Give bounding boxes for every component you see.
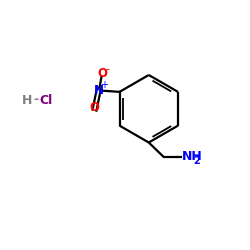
Text: +: + bbox=[100, 80, 108, 90]
Text: N: N bbox=[94, 84, 104, 97]
Text: -: - bbox=[106, 64, 110, 74]
Text: Cl: Cl bbox=[40, 94, 53, 106]
Text: O: O bbox=[90, 101, 100, 114]
Text: -: - bbox=[34, 94, 39, 106]
Text: 2: 2 bbox=[193, 156, 200, 166]
Text: NH: NH bbox=[182, 150, 203, 164]
Text: H: H bbox=[22, 94, 33, 106]
Text: O: O bbox=[97, 67, 107, 80]
